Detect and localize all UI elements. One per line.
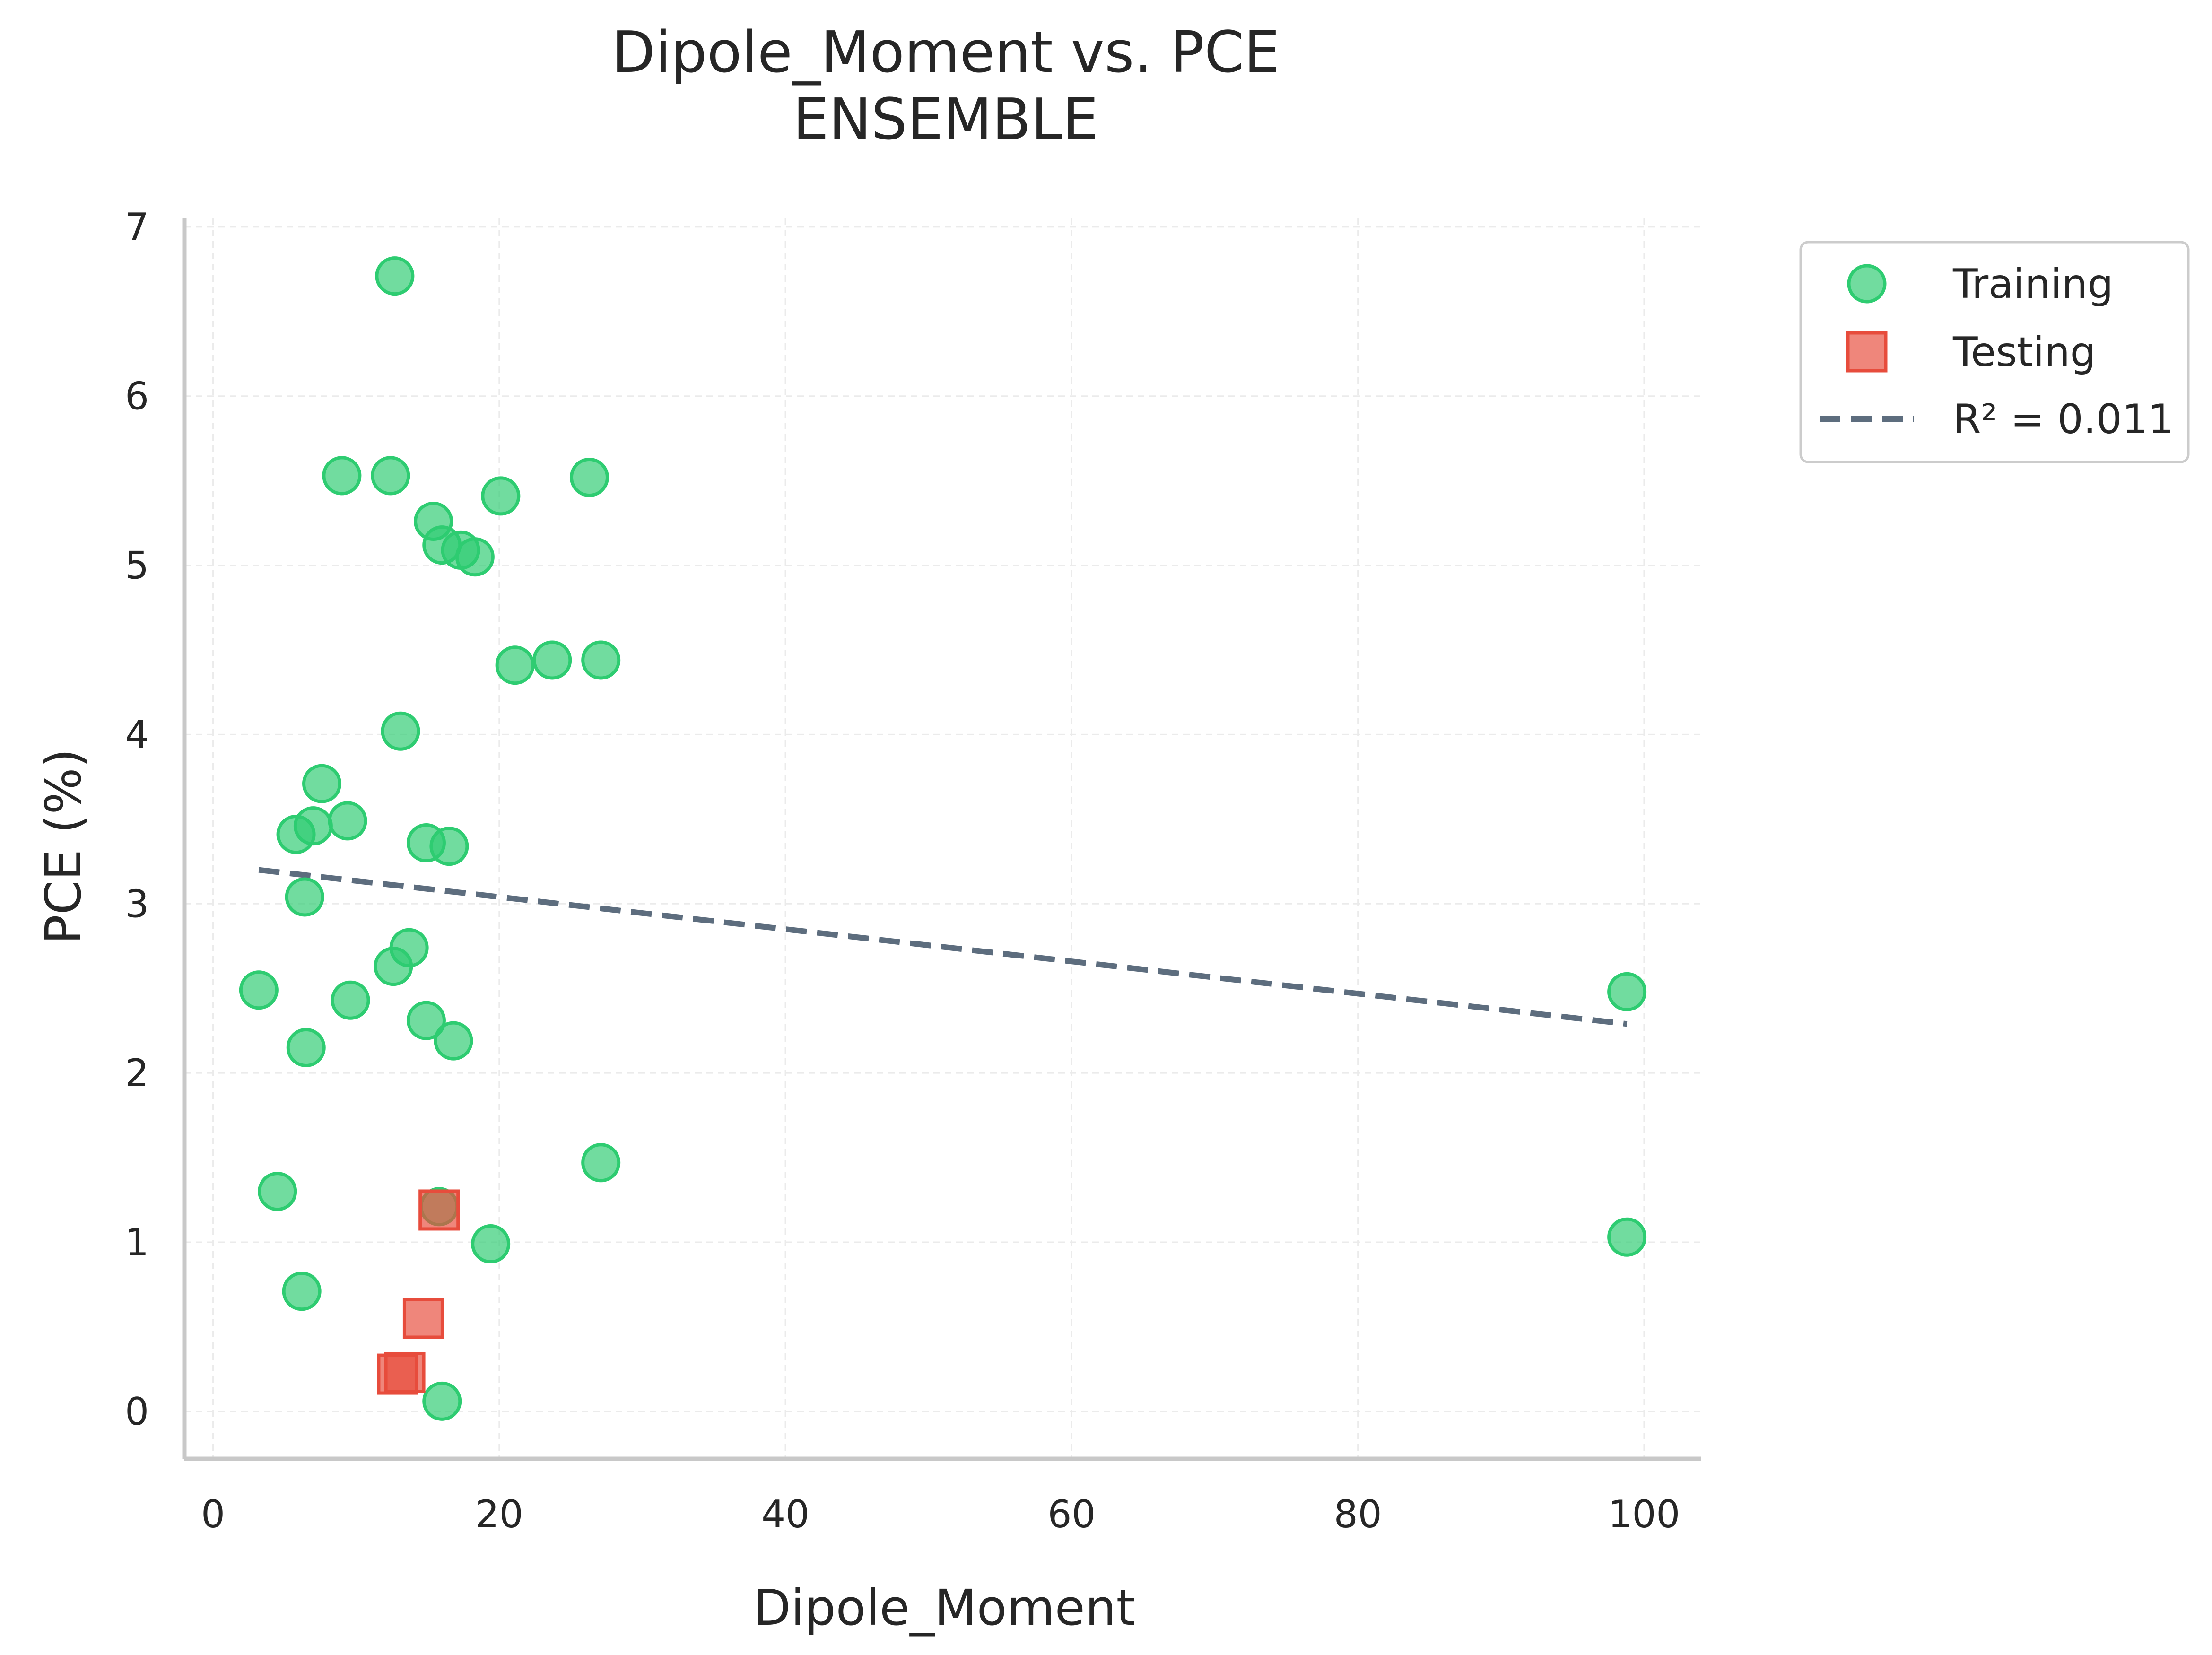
training-point bbox=[429, 827, 469, 866]
y-tick-label: 3 bbox=[125, 882, 149, 926]
legend-label: R² = 0.011 bbox=[1953, 396, 2174, 443]
legend-training-marker bbox=[1847, 264, 1887, 304]
training-point bbox=[495, 645, 535, 685]
training-point bbox=[282, 1272, 322, 1311]
chart-title-line-2: ENSEMBLE bbox=[793, 87, 1098, 153]
training-point bbox=[1607, 972, 1647, 1011]
x-tick-label: 100 bbox=[1608, 1492, 1681, 1536]
training-point bbox=[532, 640, 572, 680]
y-tick-label: 6 bbox=[125, 375, 149, 418]
training-point bbox=[434, 1021, 473, 1061]
training-point bbox=[375, 256, 415, 296]
y-tick-label: 2 bbox=[125, 1051, 149, 1095]
chart-title-line-1: Dipole_Moment vs. PCE bbox=[611, 20, 1280, 86]
testing-point bbox=[418, 1189, 460, 1231]
training-point bbox=[422, 1381, 462, 1421]
training-point bbox=[302, 764, 342, 803]
x-tick-label: 20 bbox=[475, 1492, 523, 1536]
trend-line-layer bbox=[258, 867, 1628, 1027]
y-tick-label: 0 bbox=[125, 1390, 149, 1434]
testing-point bbox=[402, 1298, 444, 1339]
training-point bbox=[239, 970, 279, 1010]
training-point bbox=[406, 1001, 446, 1040]
training-point bbox=[258, 1172, 297, 1211]
y-tick-label: 1 bbox=[125, 1220, 149, 1264]
training-point bbox=[481, 476, 521, 516]
y-tick-label: 7 bbox=[125, 205, 149, 249]
x-axis-label: Dipole_Moment bbox=[753, 1579, 1136, 1637]
training-point bbox=[322, 456, 362, 496]
training-point bbox=[455, 537, 495, 577]
training-point bbox=[381, 711, 420, 751]
legend-label: Training bbox=[1952, 261, 2113, 308]
legend-box bbox=[1799, 241, 2190, 463]
training-point bbox=[471, 1224, 511, 1264]
chart-title: Dipole_Moment vs. PCE ENSEMBLE bbox=[611, 20, 1280, 153]
y-tick-label: 4 bbox=[125, 713, 149, 757]
training-point bbox=[569, 458, 609, 497]
training-point bbox=[1607, 1217, 1647, 1257]
y-tick-label: 5 bbox=[125, 544, 149, 588]
x-tick-label: 80 bbox=[1334, 1492, 1382, 1536]
legend-label: Testing bbox=[1952, 329, 2096, 376]
training-point bbox=[371, 456, 410, 496]
legend: Training Testing R² = 0.011 bbox=[1799, 241, 2190, 463]
x-tick-label: 0 bbox=[201, 1492, 225, 1536]
axes: 0 20 40 60 80 100 0 1 2 3 4 5 6 7 bbox=[125, 205, 1701, 1536]
legend-testing-marker bbox=[1846, 331, 1888, 373]
training-point bbox=[285, 877, 324, 917]
testing-point bbox=[377, 1353, 418, 1395]
training-point bbox=[331, 980, 370, 1020]
y-axis-label: PCE (%) bbox=[35, 749, 92, 944]
x-tick-label: 40 bbox=[761, 1492, 810, 1536]
training-point bbox=[328, 801, 367, 841]
training-point bbox=[276, 815, 316, 854]
training-point bbox=[374, 947, 413, 986]
x-tick-label: 60 bbox=[1047, 1492, 1096, 1536]
training-point bbox=[286, 1028, 326, 1067]
trend-line bbox=[258, 867, 1628, 1027]
data-points bbox=[239, 256, 1647, 1421]
training-point bbox=[581, 1143, 621, 1183]
training-point bbox=[581, 640, 621, 680]
